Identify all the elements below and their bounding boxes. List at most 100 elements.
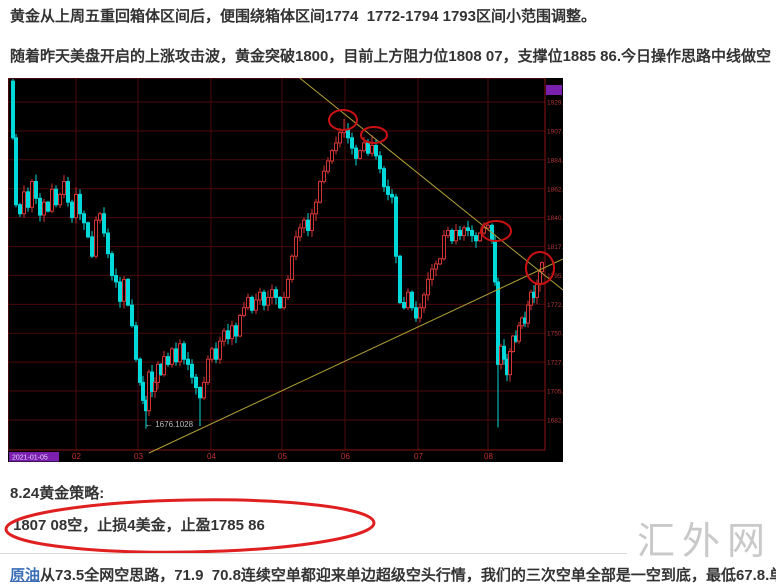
candle-body xyxy=(26,191,30,208)
candle-body xyxy=(310,213,314,231)
candle-body xyxy=(222,330,226,342)
chart-red-ellipse xyxy=(328,109,358,131)
candle-body xyxy=(517,325,521,342)
oil-link[interactable]: 原油 xyxy=(10,567,41,584)
candle-body xyxy=(306,219,310,231)
oil-text: 从73.5全网空思路，71.9 70.8连续空单都迎来单边超级空头行情，我们的三… xyxy=(40,567,776,584)
candle-body xyxy=(130,304,134,327)
candle-body xyxy=(86,222,90,238)
candle-body xyxy=(118,281,122,302)
candle-body xyxy=(42,201,46,216)
candle-body xyxy=(62,181,66,195)
gold-candlestick-chart: 1929.8 1907.3 1884.9 1862.4 1840.0 1817.5 1795… xyxy=(8,78,563,462)
candle-body xyxy=(414,307,418,319)
candle-body xyxy=(242,307,246,316)
candle-body xyxy=(462,227,466,237)
candle-body xyxy=(298,227,302,238)
candle-body xyxy=(410,291,414,309)
candle-body xyxy=(496,281,500,365)
candle-body xyxy=(34,181,38,199)
candle-body xyxy=(214,348,218,360)
price-axis-label: 1840.0 xyxy=(547,215,563,222)
candle-body xyxy=(535,284,539,298)
candle-body xyxy=(370,145,374,154)
candle-body xyxy=(418,307,422,319)
candle-body xyxy=(286,278,290,298)
date-box xyxy=(9,452,59,462)
candle-body xyxy=(66,181,70,203)
price-axis-label: 1817.5 xyxy=(547,244,563,251)
candle-body xyxy=(30,181,34,208)
month-axis-label: 04 xyxy=(207,452,216,461)
candle-body xyxy=(302,219,306,229)
candle-body xyxy=(141,381,145,401)
candle-body xyxy=(206,358,210,383)
candle-body xyxy=(58,193,62,206)
candle-body xyxy=(326,160,330,172)
candle-body xyxy=(502,345,506,360)
candle-body xyxy=(186,358,190,365)
candle-body xyxy=(14,137,18,206)
candle-body xyxy=(330,150,334,162)
candle-body xyxy=(94,219,98,257)
candle-body xyxy=(190,363,194,378)
candle-body xyxy=(350,137,354,149)
candle-body xyxy=(250,296,254,311)
candle-body xyxy=(294,236,298,257)
candle-body xyxy=(529,291,533,306)
price-axis-label: 1884.9 xyxy=(547,157,563,164)
candle-body xyxy=(402,302,406,309)
candle-body xyxy=(194,376,198,389)
candle-body xyxy=(486,224,490,229)
month-axis-label: 02 xyxy=(72,452,81,461)
candle-body xyxy=(234,325,238,337)
candle-body xyxy=(74,193,78,219)
candle-body xyxy=(426,278,430,296)
candle-body xyxy=(366,142,370,154)
trendline xyxy=(148,258,563,454)
highlight-badge xyxy=(546,85,562,95)
candle-body xyxy=(374,145,378,157)
strategy-heading: 8.24黄金策略: xyxy=(10,485,105,502)
price-axis-label: 1705.3 xyxy=(547,388,563,395)
candle-body xyxy=(54,188,58,206)
strategy-text: 1807 08空，止损4美金，止盈1785 86 xyxy=(13,517,265,534)
price-axis-label: 1929.8 xyxy=(547,100,563,107)
candle-body xyxy=(482,227,486,234)
candle-body xyxy=(538,271,542,286)
candle-body xyxy=(470,229,474,237)
candle-body xyxy=(210,348,214,360)
paragraph-oil: 原油从73.5全网空思路，71.9 70.8连续空单都迎来单边超级空头行情，我们… xyxy=(10,566,776,586)
candle-body xyxy=(90,236,94,257)
candle-body xyxy=(334,142,338,152)
candle-body xyxy=(11,80,15,139)
candle-body xyxy=(382,168,386,188)
candle-body xyxy=(454,229,458,242)
plot-frame xyxy=(8,78,546,451)
candle-body xyxy=(478,232,482,242)
candle-body xyxy=(430,268,434,280)
candle-body xyxy=(106,232,110,255)
month-axis-label: 05 xyxy=(278,452,287,461)
candle-body xyxy=(138,358,142,383)
candle-body xyxy=(162,356,166,376)
candle-body xyxy=(493,240,497,283)
low-price-label: ← 1676.1028 xyxy=(145,420,194,429)
candle-body xyxy=(122,278,126,302)
candle-body xyxy=(102,213,106,234)
candle-body xyxy=(450,229,454,242)
candle-body xyxy=(274,289,278,298)
paragraph-gold-summary: 黄金从上周五重回箱体区间后，便围绕箱体区间1774 1772-1794 1793… xyxy=(10,8,596,25)
chart-background xyxy=(8,78,563,462)
candle-body xyxy=(290,255,294,280)
candle-body xyxy=(110,253,114,277)
candle-body xyxy=(508,350,512,376)
candle-body xyxy=(78,193,82,215)
candle-body xyxy=(46,201,50,212)
candle-body xyxy=(446,229,450,237)
chart-red-ellipse xyxy=(480,220,512,242)
candle-body xyxy=(278,296,282,309)
candle-body xyxy=(218,340,222,360)
month-axis-label: 07 xyxy=(414,452,423,461)
candle-body xyxy=(238,314,242,337)
